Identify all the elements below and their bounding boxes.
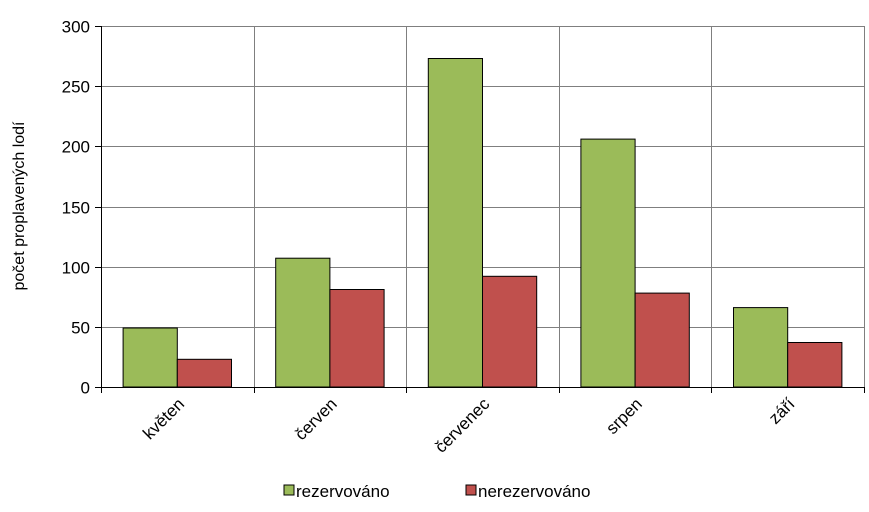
x-tick-labels: květen červen červenec srpen září <box>139 394 798 457</box>
x-tick-label: květen <box>139 394 188 443</box>
x-tick-label: srpen <box>602 394 646 438</box>
legend-swatch <box>283 484 295 496</box>
bars <box>122 58 843 388</box>
bar <box>580 138 636 388</box>
y-tick-label: 150 <box>62 199 90 218</box>
y-tick-label: 100 <box>62 259 90 278</box>
x-tick-label: červenec <box>431 394 494 457</box>
axes <box>95 26 865 393</box>
y-axis-title: počet proplavených lodí <box>11 121 28 291</box>
legend-label: nerezervováno <box>478 482 590 501</box>
y-tick-label: 300 <box>62 18 90 37</box>
bar <box>634 292 690 388</box>
bar <box>787 342 843 388</box>
bar <box>427 58 483 388</box>
legend-label: rezervováno <box>296 482 390 501</box>
bar <box>482 275 538 388</box>
y-tick-labels: 0 50 100 150 200 250 300 <box>62 18 90 398</box>
bar <box>275 257 331 388</box>
legend: rezervováno nerezervováno <box>283 482 590 501</box>
bar <box>122 327 178 388</box>
bar <box>329 289 385 388</box>
y-tick-label: 50 <box>71 319 90 338</box>
x-tick-label: září <box>765 394 799 428</box>
bar <box>733 307 789 388</box>
y-tick-label: 0 <box>81 379 90 398</box>
bar <box>176 358 233 388</box>
x-tick-label: červen <box>291 394 341 444</box>
y-tick-label: 200 <box>62 138 90 157</box>
y-tick-label: 250 <box>62 78 90 97</box>
legend-swatch <box>465 484 477 496</box>
